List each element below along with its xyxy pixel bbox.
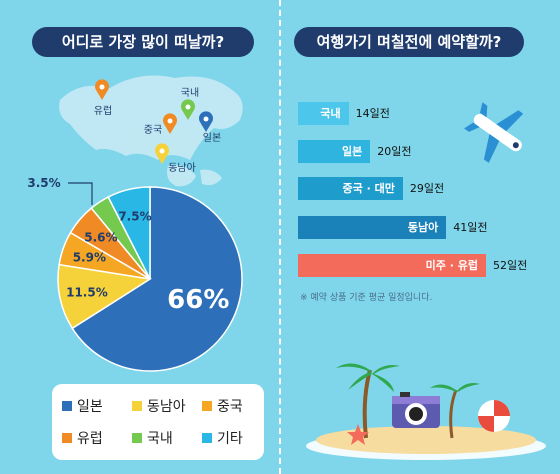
pie-value-label: 7.5% bbox=[118, 210, 151, 224]
map-pin-label: 일본 bbox=[203, 132, 221, 144]
legend-item: 기타 bbox=[202, 430, 243, 448]
bar: 일본 bbox=[298, 140, 371, 163]
bar-title: 여행가기 며칠전에 예약할까? bbox=[294, 27, 524, 57]
legend-label: 일본 bbox=[77, 399, 103, 415]
bar-value-label: 41일전 bbox=[453, 221, 488, 234]
map-pin-icon bbox=[181, 99, 196, 120]
bar: 중국 · 대만 bbox=[298, 177, 403, 200]
map-pin-icon bbox=[163, 113, 178, 134]
legend-swatch bbox=[132, 433, 142, 443]
map-pin-icon bbox=[155, 143, 170, 164]
callout-line bbox=[68, 182, 93, 205]
pie-value-label: 11.5% bbox=[66, 285, 108, 299]
legend-item: 국내 bbox=[132, 430, 173, 448]
map-pin-icon bbox=[199, 111, 214, 132]
bar-value-label: 14일전 bbox=[355, 107, 390, 120]
pie-title: 어디로 가장 많이 떠날까? bbox=[32, 27, 254, 57]
legend-item: 동남아 bbox=[132, 398, 186, 416]
pie-slice bbox=[71, 186, 243, 372]
legend-item: 유럽 bbox=[62, 430, 103, 448]
pie-slice bbox=[57, 263, 153, 330]
legend-swatch bbox=[62, 401, 72, 411]
legend-item: 일본 bbox=[62, 398, 103, 416]
airplane-icon bbox=[464, 102, 524, 163]
bar: 미주 · 유럽 bbox=[298, 254, 486, 277]
legend-swatch bbox=[62, 433, 72, 443]
legend-swatch bbox=[202, 401, 212, 411]
bar: 국내 bbox=[298, 102, 349, 125]
legend-label: 동남아 bbox=[147, 399, 186, 415]
bar-value-label: 20일전 bbox=[377, 145, 412, 158]
map-pin-label: 중국 bbox=[144, 124, 162, 136]
legend-swatch bbox=[132, 401, 142, 411]
bar-value-label: 52일전 bbox=[493, 259, 528, 272]
bar-note: ※ 예약 상품 기준 평균 일정입니다. bbox=[300, 293, 433, 303]
legend-swatch bbox=[202, 433, 212, 443]
divider bbox=[279, 0, 281, 474]
legend-label: 유럽 bbox=[77, 431, 103, 447]
legend-label: 국내 bbox=[147, 431, 173, 447]
world-map-icon bbox=[59, 75, 243, 187]
pie-slice bbox=[107, 186, 151, 280]
map-pin-icon bbox=[95, 79, 110, 100]
map-pin-label: 유럽 bbox=[94, 105, 112, 117]
map-pin-label: 동남아 bbox=[168, 162, 196, 174]
map-pin-label: 국내 bbox=[181, 87, 199, 99]
bar-value-label: 29일전 bbox=[409, 182, 445, 195]
legend-label: 기타 bbox=[217, 431, 243, 447]
pie-value-label: 66% bbox=[167, 285, 229, 315]
pie-value-label: 3.5% bbox=[27, 176, 60, 190]
pie-value-label: 5.9% bbox=[73, 251, 106, 265]
pie bbox=[57, 186, 243, 372]
legend-item: 중국 bbox=[202, 398, 243, 416]
pie-value-label: 5.6% bbox=[84, 231, 117, 245]
legend-label: 중국 bbox=[217, 399, 243, 415]
beach-illustration bbox=[306, 363, 546, 460]
bar: 동남아 bbox=[298, 216, 447, 239]
